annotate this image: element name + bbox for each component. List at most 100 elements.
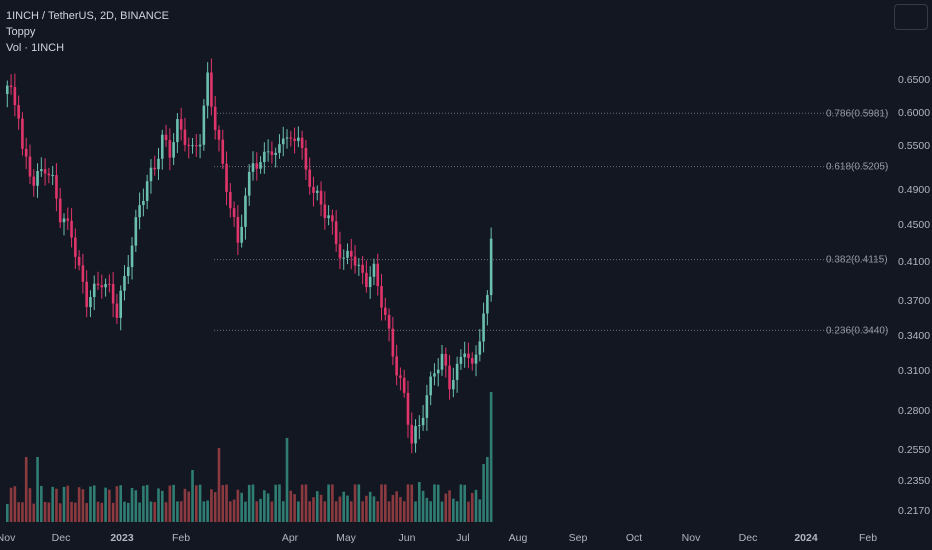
- price-tick-label: 0.2800: [898, 405, 930, 417]
- candle-body: [455, 363, 459, 380]
- volume-bar: [32, 503, 36, 522]
- time-tick-label: Dec: [52, 532, 71, 544]
- volume-bar: [349, 501, 353, 522]
- candle: [176, 113, 179, 154]
- candle: [410, 412, 414, 454]
- candle-body: [353, 256, 357, 266]
- indicator-label[interactable]: Toppy: [6, 26, 36, 38]
- candle-body: [221, 139, 225, 164]
- candle: [406, 380, 410, 438]
- candle-body: [467, 353, 470, 358]
- volume-bar: [327, 484, 330, 522]
- volume-bar: [489, 392, 493, 522]
- fib-level-label: 0.618(0.5205): [826, 162, 888, 173]
- candle: [217, 125, 221, 152]
- volume-bar: [187, 491, 191, 522]
- candle-body: [244, 195, 247, 227]
- fibonacci-levels: 0.786(0.5981) 0.618(0.5205) 0.382(0.4115) 0…: [214, 108, 888, 336]
- volume-bar: [455, 501, 459, 522]
- candle: [138, 192, 141, 230]
- candle-body: [104, 283, 107, 288]
- candle: [293, 127, 296, 154]
- volume-bar: [452, 498, 455, 522]
- volume-bar: [21, 502, 24, 522]
- candle: [142, 188, 145, 217]
- volume-bar: [346, 495, 349, 522]
- price-tick-label: 0.4500: [898, 219, 930, 231]
- volume-bar: [191, 470, 194, 522]
- candle-body: [210, 72, 213, 107]
- candle: [126, 254, 130, 285]
- candle: [191, 138, 194, 154]
- candle-body: [134, 217, 138, 246]
- candle: [459, 349, 463, 370]
- volume-bar: [232, 499, 236, 522]
- candle: [130, 237, 134, 280]
- candle-body: [47, 173, 51, 176]
- candle: [145, 174, 149, 210]
- price-axis[interactable]: 0.6500 0.6000 0.5500 0.4900 0.4500 0.4100 0.37…: [898, 74, 930, 517]
- candle-body: [126, 267, 130, 277]
- candle-body: [115, 303, 119, 318]
- candle-body: [202, 105, 206, 145]
- candle-body: [470, 357, 474, 364]
- volume-label[interactable]: Vol · 1INCH: [6, 42, 65, 54]
- symbol-title[interactable]: 1INCH / TetherUS, 2D, BINANCE: [6, 10, 170, 22]
- candle: [225, 151, 228, 206]
- candle: [240, 214, 243, 248]
- candle-body: [77, 256, 81, 266]
- time-tick-label: Jun: [399, 532, 416, 544]
- volume-bar: [157, 488, 160, 522]
- volume-bar: [202, 501, 206, 522]
- candle-body: [111, 283, 115, 304]
- candle: [168, 128, 172, 171]
- chart-settings-button[interactable]: [894, 4, 928, 30]
- volume-bar: [13, 486, 17, 522]
- candle-body: [43, 169, 47, 174]
- candle-body: [376, 263, 380, 287]
- candle-body: [74, 237, 77, 257]
- volume-bar: [399, 497, 402, 522]
- candle: [153, 155, 157, 176]
- candle-body: [240, 226, 243, 243]
- candle: [365, 260, 368, 293]
- candle: [172, 133, 175, 166]
- candle: [13, 73, 17, 117]
- candle-body: [255, 163, 259, 169]
- candle-body: [300, 137, 304, 149]
- candle: [391, 316, 395, 366]
- candle: [77, 250, 81, 271]
- candle: [62, 213, 66, 236]
- candle-body: [365, 272, 368, 288]
- candle-body: [21, 118, 24, 149]
- candle-body: [361, 264, 364, 273]
- time-tick-label: 2024: [794, 532, 818, 544]
- time-axis[interactable]: Nov Dec 2023 Feb Apr May Jun Jul Aug Sep Oct Nov Dec…: [0, 532, 877, 544]
- volume-bar: [278, 484, 281, 522]
- candle: [387, 308, 391, 342]
- candle-body: [9, 85, 13, 88]
- volume-bar: [380, 484, 383, 522]
- candle-body: [357, 264, 361, 266]
- price-tick-label: 0.6000: [898, 107, 930, 119]
- time-tick-label: Nov: [682, 532, 701, 544]
- volume-bar: [66, 485, 70, 522]
- candle: [285, 129, 289, 149]
- volume-bar: [274, 484, 277, 522]
- price-tick-label: 0.6500: [898, 74, 930, 86]
- candle: [81, 253, 85, 294]
- volume-bar: [236, 489, 240, 522]
- candle-body: [229, 191, 232, 209]
- candle: [255, 152, 259, 181]
- volume-bar: [251, 484, 255, 522]
- time-tick-label: Dec: [739, 532, 758, 544]
- volume-bars: [6, 392, 493, 522]
- candle-body: [145, 181, 149, 201]
- volume-bar: [474, 489, 478, 522]
- volume-bar: [319, 494, 323, 522]
- volume-bar: [365, 495, 368, 522]
- price-tick-label: 0.4100: [898, 256, 930, 268]
- candle: [338, 231, 342, 270]
- volume-bar: [40, 485, 43, 522]
